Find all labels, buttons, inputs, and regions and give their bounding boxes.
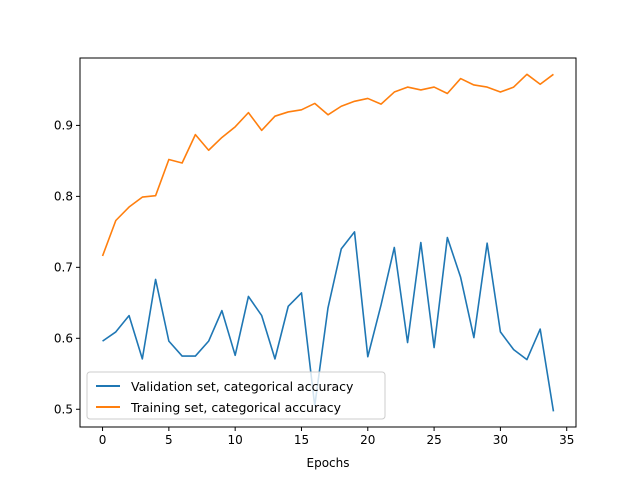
x-tick-label: 0 <box>99 433 107 447</box>
plot-frame <box>79 57 577 428</box>
x-tick-label: 25 <box>426 433 441 447</box>
x-tick-label: 15 <box>294 433 309 447</box>
y-tick-label: 0.6 <box>54 331 73 345</box>
y-axis: 0.5 0.6 0.7 0.8 0.9 <box>54 118 80 416</box>
y-tick-label: 0.5 <box>54 402 73 416</box>
x-axis-label: Epochs <box>307 456 350 470</box>
x-tick-label: 5 <box>165 433 173 447</box>
y-tick-label: 0.8 <box>54 189 73 203</box>
y-tick-label: 0.7 <box>54 260 73 274</box>
legend-label-training: Training set, categorical accuracy <box>130 400 342 415</box>
x-tick-label: 20 <box>360 433 375 447</box>
x-tick-label: 10 <box>228 433 243 447</box>
legend-label-validation: Validation set, categorical accuracy <box>131 379 354 394</box>
series-line-validation <box>102 231 555 412</box>
legend: Validation set, categorical accuracy Tra… <box>86 371 386 420</box>
series-line-training <box>101 73 554 257</box>
x-axis: 0 5 10 15 20 25 30 35 <box>99 427 574 447</box>
plot-area <box>101 73 555 412</box>
y-tick-label: 0.9 <box>54 118 73 132</box>
x-tick-label: 30 <box>493 433 508 447</box>
x-tick-label: 35 <box>559 433 574 447</box>
legend-box <box>86 371 386 420</box>
